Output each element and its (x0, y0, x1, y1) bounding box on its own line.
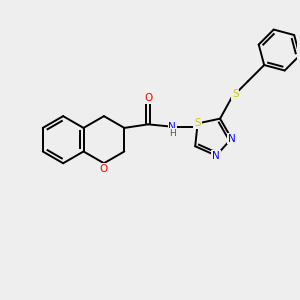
Text: N: N (168, 122, 176, 132)
Text: O: O (144, 93, 152, 103)
Text: O: O (100, 164, 108, 173)
Text: N: N (228, 134, 236, 143)
Text: S: S (194, 118, 201, 128)
Text: S: S (232, 89, 238, 99)
Text: H: H (169, 129, 175, 138)
Text: N: N (212, 151, 220, 160)
